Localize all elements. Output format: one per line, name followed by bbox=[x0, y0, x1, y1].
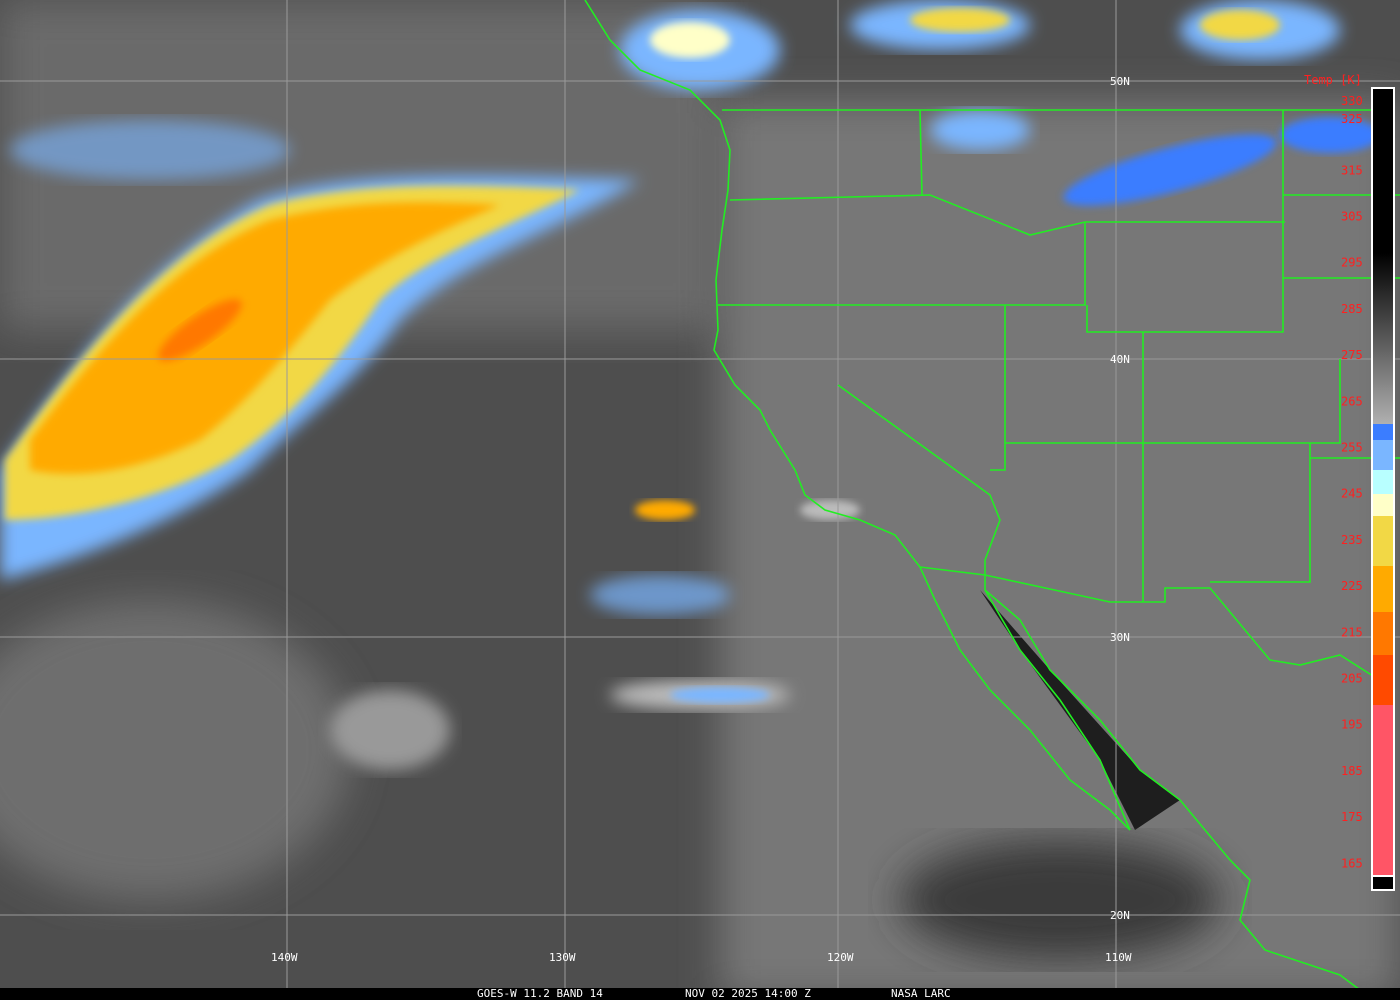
colorbar-tick-label: 275 bbox=[1341, 348, 1363, 362]
colorbar-tick-label: 265 bbox=[1341, 394, 1363, 408]
colorbar-tick-label: 225 bbox=[1341, 579, 1363, 593]
latitude-label-40n: 40N bbox=[1110, 353, 1130, 366]
temperature-colorbar: Temp [K] 330 325 315 305 295 285 275 265 255 245 2… bbox=[1304, 73, 1395, 891]
colorbar-tick-label: 235 bbox=[1341, 533, 1363, 547]
longitude-label-120w: 120W bbox=[827, 951, 854, 964]
colorbar-swatch-orange bbox=[1373, 566, 1393, 612]
colorbar-tick-label: 195 bbox=[1341, 718, 1363, 732]
colorbar-tick-label: 325 bbox=[1341, 112, 1363, 126]
colorbar-swatch-dark-orange bbox=[1373, 612, 1393, 655]
colorbar-tick-label: 205 bbox=[1341, 672, 1363, 686]
latitude-label-50n: 50N bbox=[1110, 75, 1130, 88]
colorbar-title: Temp [K] bbox=[1304, 73, 1362, 87]
colorbar-swatch-light-blue bbox=[1373, 440, 1393, 470]
longitude-label-130w: 130W bbox=[549, 951, 576, 964]
latitude-label-30n: 30N bbox=[1110, 631, 1130, 644]
colorbar-swatch-cyan bbox=[1373, 470, 1393, 494]
colorbar-tick-label: 305 bbox=[1341, 210, 1363, 224]
colorbar-tick-label: 285 bbox=[1341, 302, 1363, 316]
longitude-label-140w: 140W bbox=[271, 951, 298, 964]
colorbar-swatch-red-orange bbox=[1373, 655, 1393, 705]
colorbar-swatch-pink bbox=[1373, 705, 1393, 875]
colorbar-tick-label: 165 bbox=[1341, 856, 1363, 870]
colorbar-tick-label: 255 bbox=[1341, 441, 1363, 455]
colorbar-tick-label: 315 bbox=[1341, 163, 1363, 177]
colorbar-tick-label: 175 bbox=[1341, 810, 1363, 824]
colorbar-swatch-blue bbox=[1373, 424, 1393, 440]
caption-bar: GOES-W 11.2 BAND 14 NOV 02 2025 14:00 Z … bbox=[0, 988, 1400, 1000]
colorbar-swatch-cream bbox=[1373, 494, 1393, 516]
colorbar-tick-label: 295 bbox=[1341, 256, 1363, 270]
colorbar-tick-label: 245 bbox=[1341, 487, 1363, 501]
colorbar-tick-label: 215 bbox=[1341, 625, 1363, 639]
colorbar-tick-label: 330 bbox=[1341, 94, 1363, 108]
colorbar-tick-label: 185 bbox=[1341, 764, 1363, 778]
longitude-label-110w: 110W bbox=[1105, 951, 1132, 964]
latitude-label-20n: 20N bbox=[1110, 909, 1130, 922]
satellite-band-label: GOES-W 11.2 BAND 14 bbox=[477, 987, 603, 1000]
colorbar-swatch-yellow bbox=[1373, 516, 1393, 566]
credit-label: NASA LARC bbox=[891, 987, 951, 1000]
datetime-label: NOV 02 2025 14:00 Z bbox=[685, 987, 811, 1000]
